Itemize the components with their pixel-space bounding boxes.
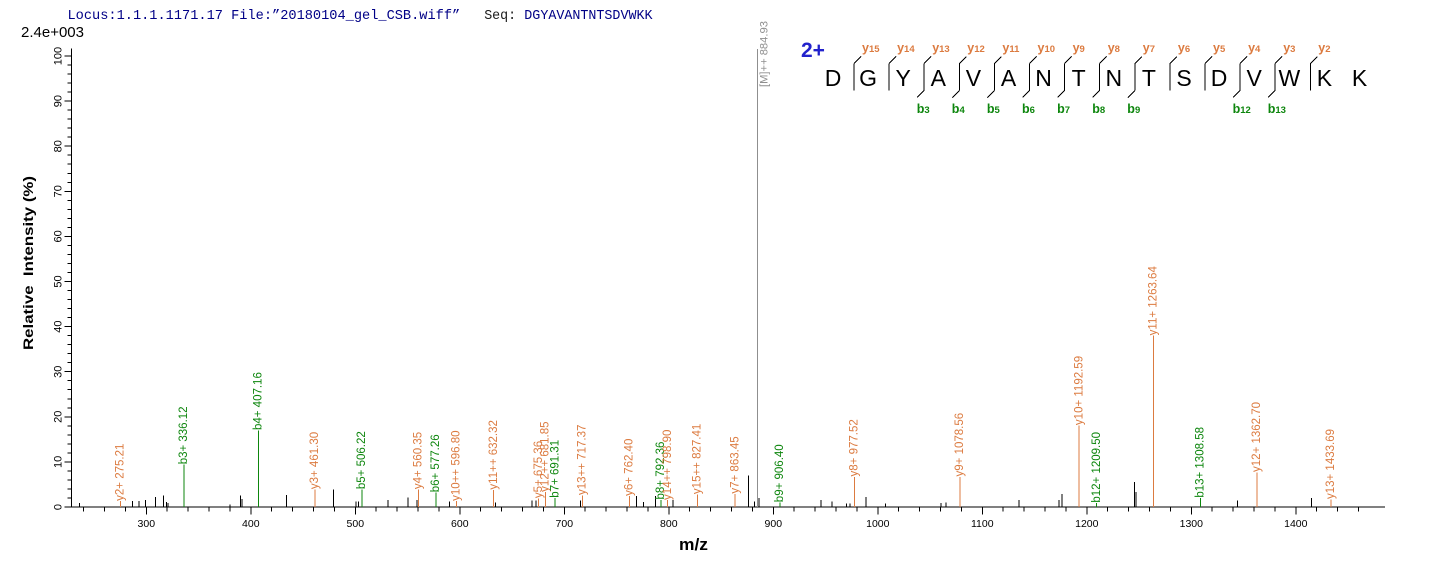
svg-text:b4: b4	[952, 102, 966, 116]
svg-text:y15: y15	[862, 41, 880, 55]
svg-text:Y: Y	[896, 65, 911, 91]
svg-text:Locus:1.1.1.1171.17 File:”2018: Locus:1.1.1.1171.17 File:”20180104_gel_C…	[68, 9, 461, 24]
svg-text:300: 300	[138, 518, 156, 530]
svg-text:b6+ 577.26: b6+ 577.26	[430, 434, 442, 492]
svg-text:N: N	[1035, 65, 1052, 91]
svg-text:D: D	[1211, 65, 1228, 91]
svg-text:1200: 1200	[1075, 518, 1099, 530]
svg-text:b12: b12	[1233, 102, 1251, 116]
svg-text:y13++ 717.37: y13++ 717.37	[577, 425, 589, 495]
svg-text:W: W	[1278, 65, 1300, 91]
svg-text:90: 90	[53, 95, 65, 107]
svg-text:1100: 1100	[971, 518, 994, 530]
svg-text:y7: y7	[1143, 41, 1155, 55]
svg-text:m/z: m/z	[679, 536, 708, 554]
svg-text:Seq:: Seq:	[484, 9, 516, 24]
svg-text:b3+ 336.12: b3+ 336.12	[178, 406, 190, 464]
svg-text:y6: y6	[1178, 41, 1190, 55]
svg-text:b5+ 506.22: b5+ 506.22	[356, 431, 368, 489]
svg-text:y2: y2	[1318, 41, 1330, 55]
svg-text:y13: y13	[932, 41, 950, 55]
svg-text:y7+ 863.45: y7+ 863.45	[729, 436, 741, 493]
svg-text:20: 20	[53, 411, 65, 423]
svg-text:K: K	[1352, 65, 1368, 91]
svg-text:y14: y14	[897, 41, 915, 55]
svg-text:y11: y11	[1002, 41, 1020, 55]
svg-text:b3: b3	[917, 102, 930, 116]
svg-text:G: G	[859, 65, 877, 91]
svg-text:100: 100	[53, 47, 65, 65]
svg-text:y2+ 275.21: y2+ 275.21	[115, 444, 127, 501]
svg-text:1000: 1000	[866, 518, 890, 530]
svg-text:b13: b13	[1268, 102, 1286, 116]
svg-text:y12: y12	[967, 41, 985, 55]
svg-text:600: 600	[451, 518, 469, 530]
svg-text:y3: y3	[1283, 41, 1295, 55]
svg-text:y14++ 798.90: y14++ 798.90	[662, 430, 674, 500]
svg-text:V: V	[966, 65, 982, 91]
svg-text:700: 700	[556, 518, 574, 530]
svg-text:T: T	[1072, 65, 1086, 91]
svg-text:y10: y10	[1038, 41, 1056, 55]
svg-text:b8: b8	[1092, 102, 1105, 116]
svg-text:Relative Intensity (%): Relative Intensity (%)	[20, 176, 36, 350]
svg-text:500: 500	[347, 518, 365, 530]
svg-text:y12++ 681.85: y12++ 681.85	[540, 421, 552, 491]
svg-text:V: V	[1247, 65, 1263, 91]
svg-text:y8+ 977.52: y8+ 977.52	[849, 419, 861, 476]
svg-text:A: A	[1001, 65, 1017, 91]
svg-text:2+: 2+	[801, 39, 825, 62]
svg-text:y9+ 1078.56: y9+ 1078.56	[954, 413, 966, 477]
svg-text:y9: y9	[1073, 41, 1085, 55]
svg-text:2.4e+003: 2.4e+003	[21, 24, 84, 41]
svg-text:b9+ 906.40: b9+ 906.40	[774, 444, 786, 502]
svg-text:[M]++ 884.93: [M]++ 884.93	[759, 21, 771, 87]
svg-text:D: D	[825, 65, 842, 91]
svg-text:y10++ 596.80: y10++ 596.80	[451, 430, 463, 500]
svg-text:y12+ 1362.70: y12+ 1362.70	[1251, 402, 1263, 472]
svg-text:50: 50	[53, 275, 65, 287]
svg-text:y4: y4	[1248, 41, 1261, 55]
svg-text:b12+ 1209.50: b12+ 1209.50	[1091, 432, 1103, 503]
svg-text:y6+ 762.40: y6+ 762.40	[624, 439, 636, 496]
svg-text:N: N	[1105, 65, 1122, 91]
svg-text:y3+ 461.30: y3+ 461.30	[309, 432, 321, 489]
svg-text:b5: b5	[987, 102, 1001, 116]
svg-text:400: 400	[242, 518, 260, 530]
svg-text:40: 40	[53, 320, 65, 332]
svg-text:T: T	[1142, 65, 1156, 91]
svg-text:y10+ 1192.59: y10+ 1192.59	[1073, 356, 1085, 425]
svg-text:y15++ 827.41: y15++ 827.41	[692, 424, 704, 494]
svg-text:10: 10	[53, 456, 65, 468]
svg-text:A: A	[931, 65, 947, 91]
svg-text:b7+ 691.31: b7+ 691.31	[549, 440, 561, 498]
svg-text:y5+ 675.36: y5+ 675.36	[533, 441, 545, 498]
svg-text:y13+ 1433.69: y13+ 1433.69	[1325, 429, 1337, 499]
svg-text:b9: b9	[1127, 102, 1140, 116]
svg-text:30: 30	[53, 366, 65, 378]
svg-text:1300: 1300	[1180, 518, 1204, 530]
svg-text:b13+ 1308.58: b13+ 1308.58	[1195, 427, 1207, 498]
svg-text:y11+ 1263.64: y11+ 1263.64	[1148, 266, 1160, 336]
svg-text:b4+ 407.16: b4+ 407.16	[253, 372, 265, 430]
svg-text:S: S	[1176, 65, 1191, 91]
svg-text:y11++ 632.32: y11++ 632.32	[488, 420, 500, 489]
svg-text:900: 900	[765, 518, 783, 530]
svg-text:0: 0	[53, 504, 65, 510]
svg-text:800: 800	[660, 518, 678, 530]
svg-text:DGYAVANTNTSDVWKK: DGYAVANTNTSDVWKK	[524, 9, 653, 24]
svg-text:b6: b6	[1022, 102, 1035, 116]
svg-text:y4+ 560.35: y4+ 560.35	[413, 432, 425, 489]
svg-text:y8: y8	[1108, 41, 1120, 55]
svg-text:y5: y5	[1213, 41, 1226, 55]
svg-text:80: 80	[53, 140, 65, 152]
svg-text:b7: b7	[1057, 102, 1070, 116]
svg-text:b8+ 792.36: b8+ 792.36	[655, 442, 667, 500]
svg-text:1400: 1400	[1284, 518, 1308, 530]
svg-text:K: K	[1317, 65, 1333, 91]
svg-text:70: 70	[53, 185, 65, 197]
svg-text:60: 60	[53, 230, 65, 242]
